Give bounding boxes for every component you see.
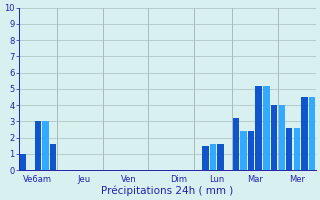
Bar	[263, 86, 269, 170]
Bar	[293, 128, 300, 170]
Bar	[202, 146, 209, 170]
X-axis label: Précipitations 24h ( mm ): Précipitations 24h ( mm )	[101, 185, 234, 196]
Bar	[233, 118, 239, 170]
Bar	[309, 97, 315, 170]
Bar	[248, 131, 254, 170]
Bar	[35, 121, 41, 170]
Bar	[20, 154, 26, 170]
Bar	[278, 105, 285, 170]
Bar	[301, 97, 308, 170]
Bar	[210, 144, 216, 170]
Bar	[271, 105, 277, 170]
Bar	[42, 121, 49, 170]
Bar	[240, 131, 247, 170]
Bar	[255, 86, 262, 170]
Bar	[217, 144, 224, 170]
Bar	[50, 144, 56, 170]
Bar	[286, 128, 292, 170]
